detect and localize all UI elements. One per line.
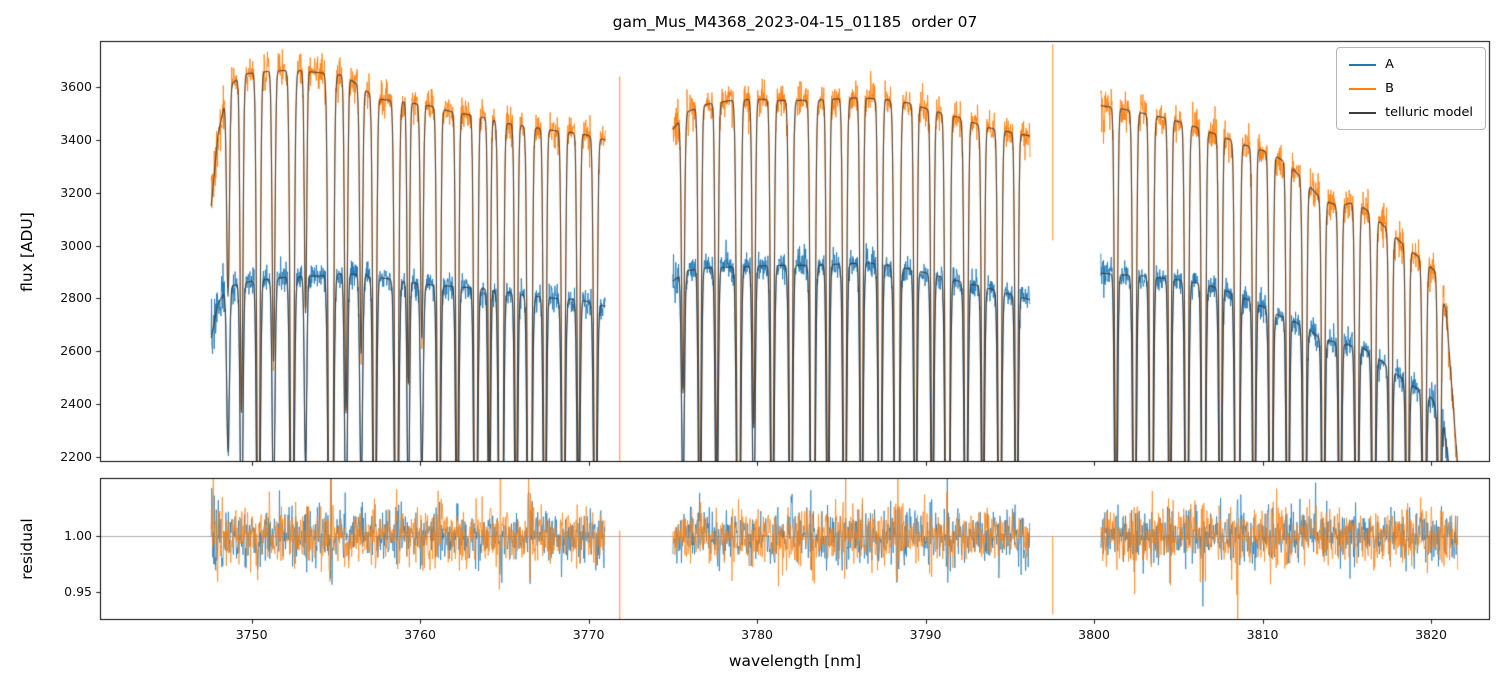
y-tick-label-flux: 3600 [60, 79, 92, 95]
legend-entry: B [1349, 81, 1473, 96]
y-tick-label-flux: 2400 [60, 395, 92, 411]
x-tick-label: 3790 [909, 627, 942, 642]
y-tick-label-flux: 3200 [60, 184, 92, 200]
legend-label: telluric model [1385, 105, 1473, 120]
y-tick-label-flux: 2600 [60, 343, 92, 359]
y-tick-label-flux: 2200 [60, 448, 92, 464]
legend-entry: A [1349, 57, 1473, 72]
y-tick-label-flux: 3400 [60, 131, 92, 147]
x-tick-label: 3800 [1078, 627, 1110, 642]
legend-line-swatch [1349, 111, 1377, 114]
x-axis-label: wavelength [nm] [728, 652, 862, 670]
legend-entry: telluric model [1349, 105, 1473, 120]
x-tick-label: 3770 [572, 627, 605, 642]
x-tick-label: 3820 [1415, 627, 1447, 642]
x-tick-label: 3810 [1246, 627, 1279, 642]
x-tick-label: 3760 [404, 627, 437, 642]
legend-line-swatch [1349, 87, 1377, 90]
x-tick-label: 3750 [235, 627, 268, 642]
y-tick-label-residual: 0.95 [64, 584, 92, 600]
chart-title: gam_Mus_M4368_2023-04-15_01185 order 07 [612, 13, 978, 31]
y-tick-label-flux: 2800 [60, 290, 92, 306]
x-tick-label: 3780 [741, 627, 773, 642]
legend-line-swatch [1349, 63, 1377, 66]
legend-label: B [1385, 81, 1394, 96]
legend-label: A [1385, 57, 1394, 72]
y-tick-label-flux: 3000 [60, 237, 92, 253]
y-tick-label-residual: 1.00 [64, 528, 92, 544]
